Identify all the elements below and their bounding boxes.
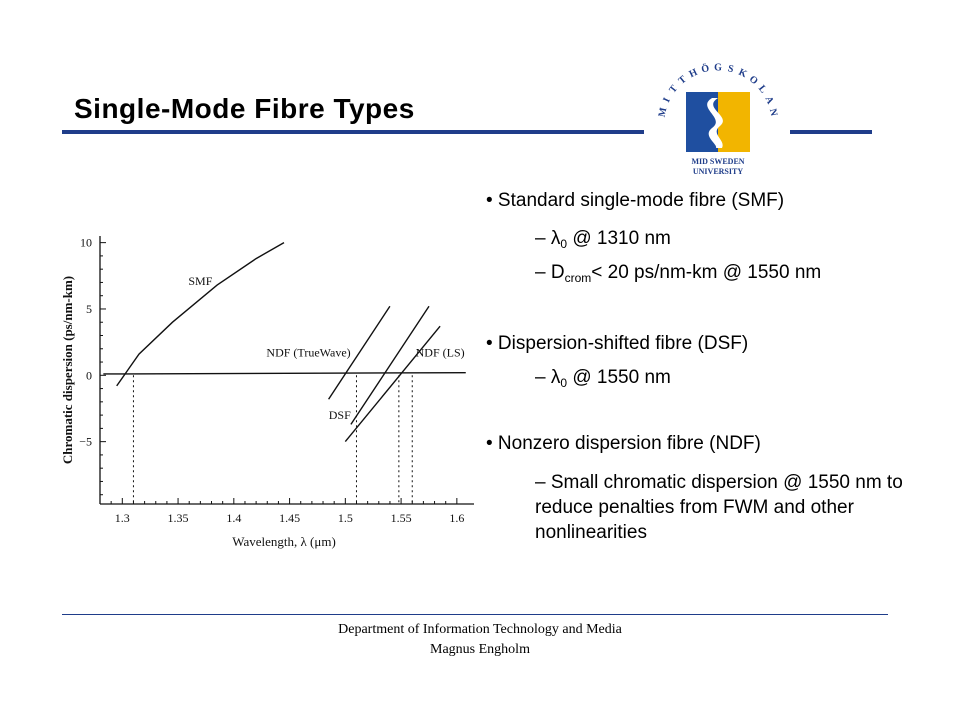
bullet-smf-dcrom: – Dcrom< 20 ps/nm-km @ 1550 nm: [535, 262, 822, 285]
series-annotation: SMF: [188, 274, 212, 288]
logo-ring-letter: K: [737, 67, 749, 80]
logo-ring-letter: Ö: [700, 61, 711, 75]
series-ndf-ls: [344, 325, 441, 443]
x-tick-label: 1.45: [279, 511, 300, 525]
logo-ring-letter: G: [714, 62, 722, 73]
title-rule-left: [62, 130, 644, 134]
logo-ring-letter: L: [756, 83, 769, 95]
logo-ring-letter: I: [661, 96, 673, 104]
dispersion-chart: 10 5 0 −5 1.3 1.35 1.4 1.45 1.5 1.55 1.6 Wavelength…: [60, 236, 474, 549]
bullet-dsf: • Dispersion-shifted fibre (DSF): [486, 333, 749, 354]
series-annotation: NDF (LS): [416, 346, 465, 360]
footer-department: Department of Information Technology and…: [338, 622, 622, 637]
logo-ring-letter: M: [657, 106, 670, 118]
logo-line2: UNIVERSITY: [693, 167, 743, 176]
footer-rule: [62, 614, 888, 615]
logo-ring-letter: T: [667, 83, 680, 95]
series-ndf-truewave: [328, 305, 391, 400]
bullet-ndf-detail: – Small chromatic dispersion @ 1550 nm t…: [535, 472, 903, 543]
title-rule-right: [790, 130, 872, 134]
bullet-dsf-lambda: – λ0 @ 1550 nm: [535, 367, 671, 390]
y-tick-label: 0: [86, 368, 92, 382]
logo-ring-letter: S: [727, 63, 735, 75]
bullet-ndf: • Nonzero dispersion fibre (NDF): [486, 433, 761, 454]
series-annotation: DSF: [329, 408, 351, 422]
x-tick-label: 1.5: [338, 511, 353, 525]
x-tick-label: 1.4: [226, 511, 241, 525]
y-tick-label: 10: [80, 236, 92, 250]
logo-line1: MID SWEDEN: [691, 157, 744, 166]
footer-author: Magnus Engholm: [430, 642, 530, 657]
logo-ring-letter: H: [688, 67, 700, 80]
series-annotation: NDF (TrueWave): [266, 346, 350, 360]
logo-s-shape: [707, 98, 723, 148]
y-tick-label: −5: [79, 435, 92, 449]
series-smf: [116, 241, 285, 387]
zero-dispersion-line: [103, 371, 466, 375]
x-tick-label: 1.3: [115, 511, 130, 525]
logo-ring-letter: A: [762, 95, 775, 107]
series-dsf: [350, 305, 430, 425]
logo-ring-letter: N: [767, 108, 779, 118]
logo-ring-letter: O: [747, 74, 760, 88]
y-tick-label: 5: [86, 302, 92, 316]
x-tick-label: 1.35: [168, 511, 189, 525]
bullet-smf: • Standard single-mode fibre (SMF): [486, 190, 785, 211]
x-axis-label: Wavelength, λ (μm): [232, 534, 336, 549]
x-tick-label: 1.55: [391, 511, 412, 525]
bullet-smf-lambda: – λ0 @ 1310 nm: [535, 228, 671, 251]
logo-ring-letter: T: [677, 74, 689, 87]
y-axis-label: Chromatic dispersion (ps/nm-km): [60, 276, 75, 464]
slide-title: Single-Mode Fibre Types: [74, 93, 415, 124]
x-tick-label: 1.6: [449, 511, 464, 525]
